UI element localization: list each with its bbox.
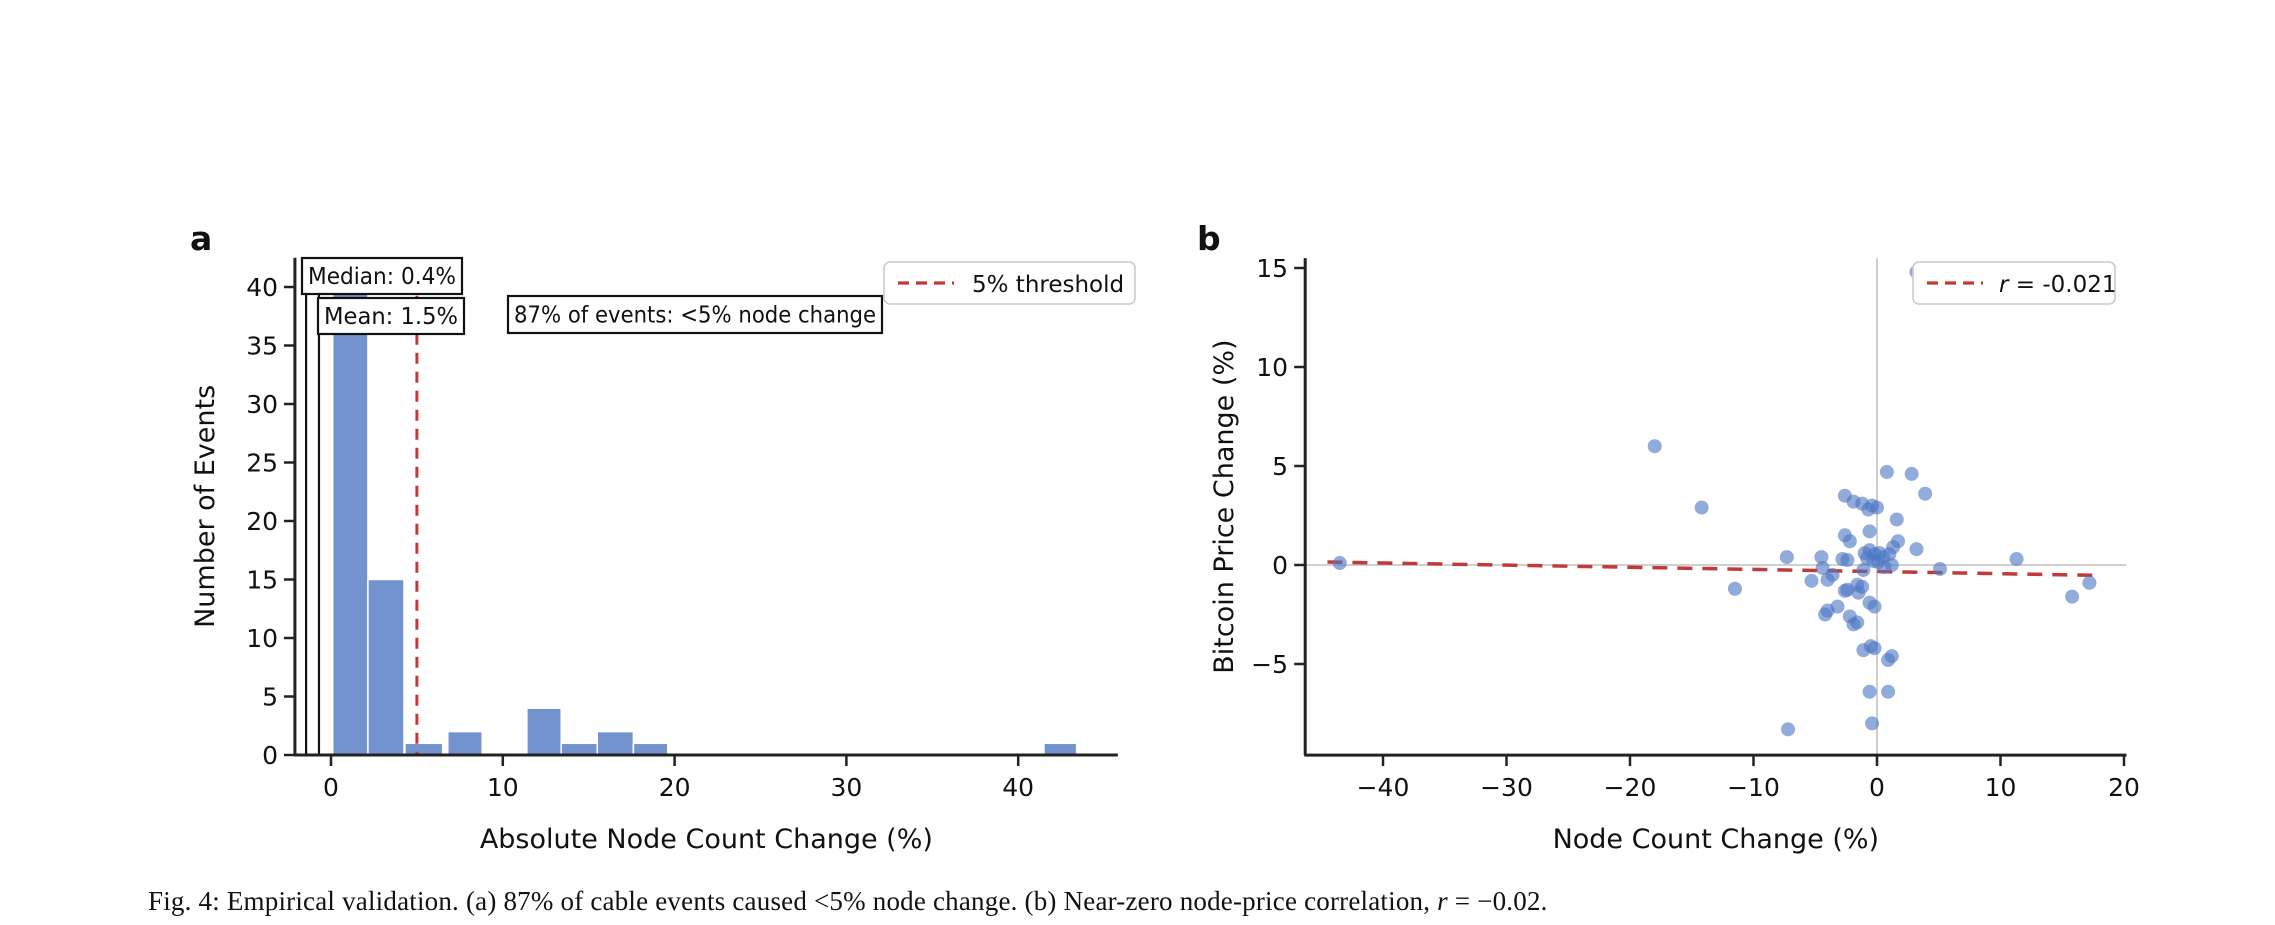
scatter-point [1818,607,1833,622]
scatter-point [1851,585,1866,600]
y-tick-label: 5 [1272,452,1288,481]
scatter-point [1727,581,1742,596]
scatter-point [1904,466,1919,481]
scatter-point [1918,486,1933,501]
histogram-bar [632,742,669,756]
scatter-point [1861,502,1876,517]
caption-text: Fig. 4: Empirical validation. (a) 87% of… [148,886,1438,916]
scatter-point [1779,550,1794,565]
legend-label: 5% threshold [972,272,1124,298]
scatter-point [1804,573,1819,588]
x-axis-title: Node Count Change (%) [1553,824,1880,855]
panel-label: b [1197,219,1221,258]
scatter-point [1781,722,1796,737]
panel-b: b −40 −30 −20 −10 0 10 20 −5 0 5 10 15 Node Count Cha… [1197,219,2140,855]
scatter-point [1840,553,1855,568]
median-box-text: Median: 0.4% [308,264,456,290]
legend-box [883,261,1136,305]
x-tick-label: 20 [2108,773,2140,802]
panel-label: a [190,219,212,258]
y-tick-label: 35 [246,332,278,361]
scatter-point [1889,512,1904,527]
caption-r-symbol: r [1437,886,1448,916]
histogram-bar [331,286,369,756]
scatter-point [1856,562,1871,577]
histogram-bar [447,730,483,756]
coverage-box [506,294,884,335]
scatter-point [2082,575,2097,590]
scatter-point [1815,560,1830,575]
scatter-point [1867,641,1882,656]
y-tick-label: 0 [1272,551,1288,580]
scatter-point [2009,552,2024,567]
scatter-point [1820,572,1835,587]
y-tick-label: 10 [246,624,278,653]
scatter-point [1884,558,1899,572]
mean-box [316,296,466,336]
scatter-point [1837,583,1852,598]
scatter-point [1846,617,1861,632]
y-tick-label: 0 [262,741,278,770]
scatter-point [1814,550,1829,565]
x-axis-title: Absolute Node Count Change (%) [480,824,933,855]
scatter-point [1886,540,1901,555]
scatter-point [2065,589,2080,604]
caption-stat-value: = −0.02. [1447,886,1548,916]
histogram-bar [560,742,599,756]
x-tick-label: −10 [1727,773,1780,802]
histogram-bar [1043,742,1078,756]
x-tick-label: −20 [1604,773,1657,802]
mean-box-text: Mean: 1.5% [324,304,458,330]
scatter-point [1932,561,1947,576]
x-tick-label: 40 [1002,773,1034,802]
histogram-bar [367,578,405,756]
histogram-bar [404,742,444,756]
scatter-point [1842,534,1857,549]
scatter-point [1862,524,1877,539]
legend-label: r = -0.021 [1999,272,2117,298]
scatter-point [1881,684,1896,699]
x-tick-label: −30 [1480,773,1533,802]
scatter-point [1860,551,1875,566]
scatter-point [1881,653,1896,668]
x-tick-label: 30 [830,773,862,802]
median-box [300,256,464,296]
y-tick-label: 25 [246,449,278,478]
y-tick-label: 10 [1256,353,1288,382]
x-tick-label: 10 [1985,773,2017,802]
x-tick-label: 10 [487,773,519,802]
y-tick-label: 15 [1256,254,1288,283]
histogram-bar [526,707,562,756]
scatter-point [1871,555,1886,570]
y-axis-title: Number of Events [190,385,221,628]
y-axis-title: Bitcoin Price Change (%) [1209,339,1240,673]
scatter-point [1694,500,1709,515]
legend-box [1912,261,2116,305]
panel-a: a 0 10 20 30 40 0 5 10 15 20 25 30 35 40 Absolute Node … [190,219,1136,855]
x-tick-label: −40 [1357,773,1410,802]
y-tick-label: 15 [246,566,278,595]
scatter-point [1867,599,1882,614]
scatter-point [1865,716,1880,731]
y-tick-label: −5 [1251,650,1288,679]
scatter-point [1879,464,1894,479]
x-tick-label: 20 [659,773,691,802]
histogram-bar [596,730,635,756]
figure-caption: Fig. 4: Empirical validation. (a) 87% of… [148,886,1548,917]
x-tick-label: 0 [323,773,339,802]
scatter-point [1830,599,1845,614]
y-tick-label: 20 [246,507,278,536]
scatter-point [1909,542,1924,557]
y-tick-label: 30 [246,390,278,419]
y-tick-label: 40 [246,273,278,302]
coverage-box-text: 87% of events: <5% node change [514,303,876,329]
scatter-point [1862,684,1877,699]
scatter-point [1647,439,1662,454]
y-tick-label: 5 [262,683,278,712]
trend-line [1327,560,2094,578]
scatter-point [1332,556,1347,571]
x-tick-label: 0 [1869,773,1885,802]
